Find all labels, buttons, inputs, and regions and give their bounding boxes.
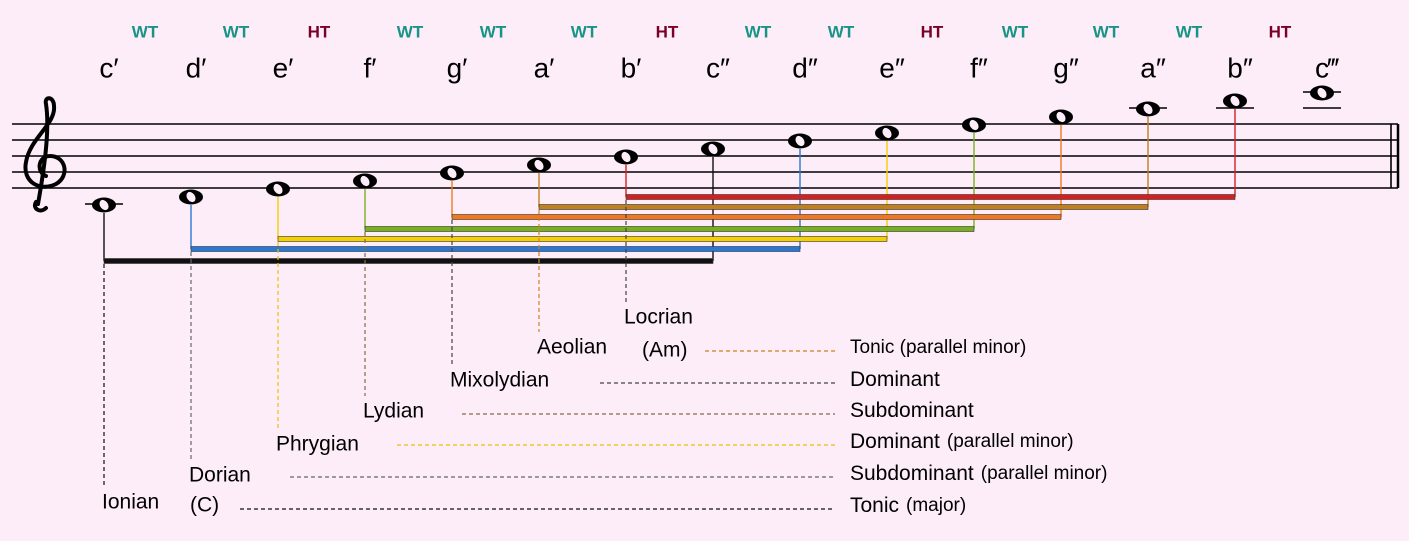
interval-label: HT bbox=[921, 22, 944, 41]
note-name: c′ bbox=[99, 52, 118, 83]
note-hole bbox=[1143, 103, 1153, 115]
note-name: c‴ bbox=[1315, 52, 1339, 83]
mode-name: Lydian bbox=[363, 400, 424, 423]
note-name: b″ bbox=[1227, 52, 1253, 83]
note-hole bbox=[360, 175, 370, 187]
mode-bracket bbox=[451, 214, 1062, 220]
note-name: e′ bbox=[273, 52, 294, 83]
note-hole bbox=[969, 119, 979, 131]
note-hole bbox=[186, 191, 196, 203]
note-hole bbox=[795, 135, 805, 147]
mode-bracket bbox=[277, 236, 888, 242]
interval-label: WT bbox=[480, 22, 507, 41]
function-name: Tonic bbox=[850, 494, 899, 517]
treble-clef bbox=[23, 96, 67, 213]
note-hole bbox=[1317, 87, 1327, 99]
interval-label: WT bbox=[571, 22, 598, 41]
function-label: Dominant (parallel minor) bbox=[850, 430, 1074, 453]
mode-key: (C) bbox=[190, 494, 219, 517]
interval-label: WT bbox=[828, 22, 855, 41]
function-name: Dominant bbox=[850, 368, 940, 391]
note-name: d″ bbox=[792, 52, 818, 83]
interval-label: WT bbox=[1093, 22, 1120, 41]
note-hole bbox=[99, 199, 109, 211]
mode-name: Locrian bbox=[624, 306, 693, 329]
note-hole bbox=[882, 127, 892, 139]
mode-name: Mixolydian bbox=[450, 369, 549, 392]
mode-name: Dorian bbox=[189, 464, 251, 487]
function-name: Tonic (parallel minor) bbox=[850, 337, 1026, 358]
note-hole bbox=[621, 151, 631, 163]
note-name: a′ bbox=[534, 52, 555, 83]
note-name: c″ bbox=[706, 52, 730, 83]
note-name: f″ bbox=[970, 52, 988, 83]
function-label: Subdominant bbox=[850, 399, 974, 422]
interval-label: WT bbox=[1176, 22, 1203, 41]
interval-label: WT bbox=[397, 22, 424, 41]
function-name: Subdominant bbox=[850, 462, 974, 485]
note-name: g′ bbox=[447, 52, 468, 83]
note-name: a″ bbox=[1140, 52, 1166, 83]
function-label: Subdominant (parallel minor) bbox=[850, 462, 1107, 485]
mode-name: Aeolian bbox=[537, 336, 607, 359]
marks: WT WT HT WT WT WT HT WT WT HT WT WT WT HT c′ d′ e′ f′ g′ a′… bbox=[85, 22, 1341, 517]
function-label: Dominant bbox=[850, 368, 940, 391]
note-hole bbox=[1230, 95, 1240, 107]
mode-bracket bbox=[538, 204, 1149, 210]
note-name: d′ bbox=[186, 52, 207, 83]
mode-name: Ionian bbox=[102, 491, 159, 514]
staff bbox=[12, 123, 1400, 189]
function-qualifier: (major) bbox=[906, 495, 966, 516]
mode-bracket bbox=[625, 194, 1236, 200]
interval-label: HT bbox=[1269, 22, 1292, 41]
interval-label: WT bbox=[223, 22, 250, 41]
note-name: f′ bbox=[363, 52, 376, 83]
mode-bracket bbox=[190, 246, 801, 252]
mode-key: (Am) bbox=[642, 339, 688, 362]
interval-label: HT bbox=[308, 22, 331, 41]
mode-bracket bbox=[103, 258, 714, 264]
note-name: b′ bbox=[621, 52, 642, 83]
mode-name: Phrygian bbox=[276, 433, 359, 456]
note-hole bbox=[447, 167, 457, 179]
note-hole bbox=[1056, 111, 1066, 123]
function-qualifier: (parallel minor) bbox=[981, 463, 1108, 484]
function-label: Tonic (parallel minor) bbox=[850, 337, 1026, 358]
note-hole bbox=[708, 143, 718, 155]
function-name: Dominant bbox=[850, 430, 940, 453]
interval-label: WT bbox=[132, 22, 159, 41]
note-hole bbox=[273, 183, 283, 195]
interval-label: HT bbox=[656, 22, 679, 41]
interval-label: WT bbox=[1002, 22, 1029, 41]
note-name: g″ bbox=[1053, 52, 1079, 83]
note-name: e″ bbox=[879, 52, 905, 83]
mode-bracket bbox=[364, 226, 975, 232]
note-hole bbox=[534, 159, 544, 171]
function-label: Tonic (major) bbox=[850, 494, 966, 517]
function-qualifier: (parallel minor) bbox=[947, 431, 1074, 452]
function-name: Subdominant bbox=[850, 399, 974, 422]
interval-label: WT bbox=[745, 22, 772, 41]
